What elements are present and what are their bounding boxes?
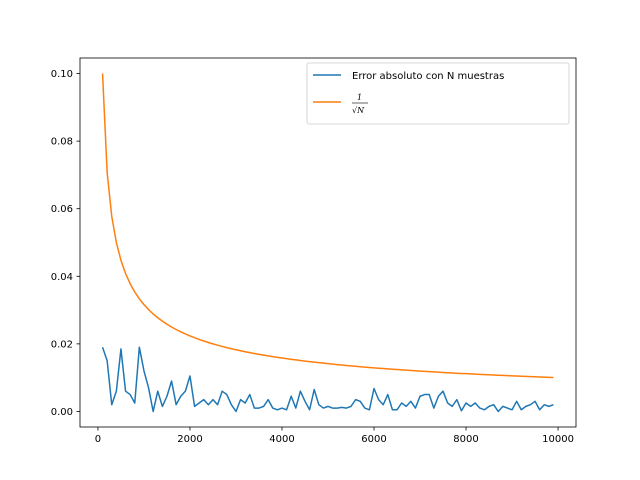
- legend-label-error: Error absoluto con N muestras: [352, 71, 504, 82]
- x-tick-label: 0: [95, 434, 101, 445]
- series-layer: [101, 73, 554, 413]
- x-tick-label: 4000: [269, 434, 294, 445]
- y-axis-ticks: 0.00 0.02 0.04 0.06 0.08 0.10: [51, 69, 80, 418]
- y-tick-label: 0.10: [51, 69, 73, 80]
- y-tick-label: 0.02: [51, 339, 73, 350]
- x-tick-label: 10000: [542, 434, 574, 445]
- legend: Error absoluto con N muestras 1 √N: [306, 62, 570, 125]
- y-tick-label: 0.06: [51, 204, 73, 215]
- y-tick-label: 0.08: [51, 137, 73, 148]
- x-tick-label: 6000: [361, 434, 386, 445]
- axes-layer: [79, 57, 577, 428]
- x-tick-label: 8000: [453, 434, 478, 445]
- series-error-line: [101, 346, 554, 413]
- legend-label-denominator: √N: [352, 106, 365, 115]
- y-tick-label: 0.04: [51, 272, 73, 283]
- legend-label-numerator: 1: [357, 93, 362, 102]
- series-inverse-sqrt-line: [101, 73, 554, 379]
- x-axis-ticks: 0 2000 4000 6000 8000 10000: [95, 427, 574, 445]
- x-tick-label: 2000: [177, 434, 202, 445]
- plot-frame: [79, 57, 577, 428]
- y-tick-label: 0.00: [51, 407, 73, 418]
- legend-frame: [306, 62, 570, 125]
